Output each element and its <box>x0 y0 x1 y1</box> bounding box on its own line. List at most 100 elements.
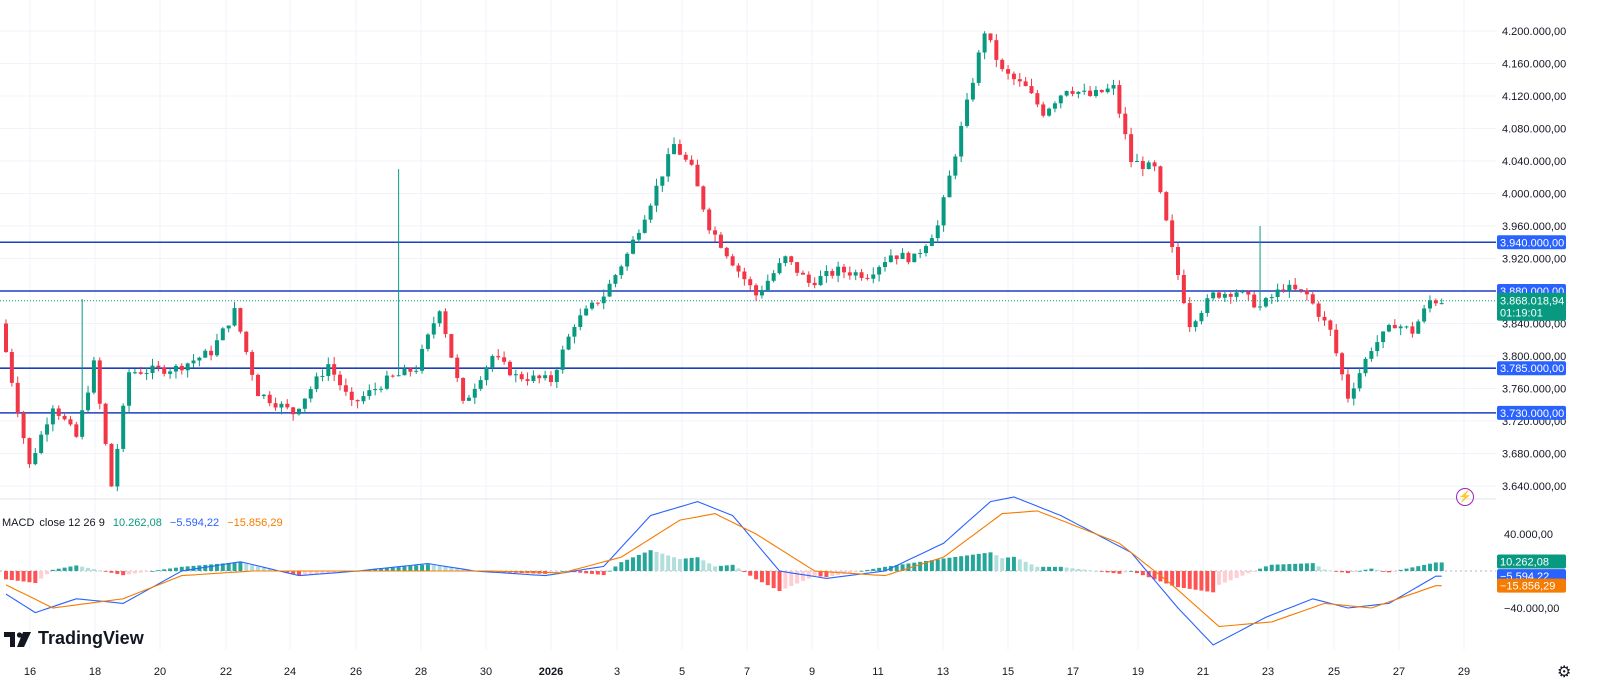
candle-body <box>168 371 173 374</box>
candle-body <box>402 368 407 376</box>
candle-body <box>314 376 319 390</box>
macd-histogram-bar <box>660 553 665 571</box>
macd-histogram-bar <box>1263 566 1268 571</box>
candle-body <box>185 363 190 371</box>
macd-histogram-bar <box>924 561 929 571</box>
candle-body <box>507 361 512 376</box>
macd-tick-label: −40.000,00 <box>1504 603 1559 615</box>
candle-body <box>127 372 132 406</box>
candle-body <box>1181 275 1186 304</box>
macd-histogram-bar <box>1222 571 1227 583</box>
macd-histogram-bar <box>320 571 325 574</box>
price-tick-label: 3.840.000,00 <box>1502 319 1566 331</box>
macd-legend[interactable]: MACD close 12 26 9 10.262,08 −5.594,22 −1… <box>2 517 288 529</box>
candle-body <box>566 336 571 350</box>
candle-body <box>255 374 260 397</box>
candle-body <box>1123 113 1128 135</box>
settings-gear-icon[interactable]: ⚙ <box>1557 664 1572 681</box>
candle-body <box>607 283 612 297</box>
macd-histogram-bar <box>584 571 589 574</box>
candle-body <box>754 285 759 296</box>
time-axis-label: 18 <box>89 666 101 678</box>
candle-body <box>619 266 624 276</box>
macd-histogram-bar <box>50 569 55 571</box>
price-level-label: 3.785.000,00 <box>1500 363 1564 375</box>
candle-body <box>1392 324 1397 329</box>
candle-body <box>689 159 694 165</box>
candle-body <box>1064 91 1069 96</box>
macd-histogram-bar <box>103 571 108 572</box>
time-axis[interactable]: 16 18 20 22 24 26 28 30 2026 3 5 7 9 11 13 15 17 19 21 23 25… <box>24 666 1470 678</box>
macd-histogram-bar <box>1398 569 1403 571</box>
candle-body <box>841 266 846 273</box>
macd-histogram-bar <box>1047 566 1052 571</box>
macd-histogram-bar <box>683 558 688 571</box>
horizontal-levels[interactable]: 3.940.000,003.880.000,003.785.000,003.73… <box>0 235 1566 420</box>
price-tick-label: 3.760.000,00 <box>1502 384 1566 396</box>
candle-body <box>1187 303 1192 328</box>
macd-histogram-bar <box>150 571 155 572</box>
candle-body <box>1117 85 1122 114</box>
macd-histogram-bar <box>1111 571 1116 574</box>
candle-body <box>1381 331 1386 343</box>
candle-body <box>1422 308 1427 322</box>
candle-body <box>590 302 594 309</box>
candle-body <box>888 255 893 263</box>
macd-histogram-bar <box>214 563 219 571</box>
candle-body <box>1439 303 1444 305</box>
candle-body <box>560 349 565 370</box>
time-axis-label: 26 <box>350 666 362 678</box>
candle-body <box>672 144 677 155</box>
candle-body <box>631 239 636 254</box>
macd-histogram-bar <box>1070 568 1075 571</box>
price-axis: 4.200.000,00 4.160.000,00 4.120.000,00 4.08… <box>1502 26 1566 493</box>
price-tick-label: 3.960.000,00 <box>1502 221 1566 233</box>
macd-histogram-bar <box>209 564 214 571</box>
macd-histogram-bar <box>91 569 96 571</box>
candle-body <box>965 99 970 126</box>
countdown-label: 01:19:01 <box>1500 308 1543 320</box>
candle-body <box>4 323 8 353</box>
candle-body <box>836 266 841 276</box>
price-level-label: 3.940.000,00 <box>1500 237 1564 249</box>
candle-body <box>1193 321 1198 328</box>
lightning-icon[interactable]: ⚡ <box>1456 488 1474 506</box>
price-level-badge <box>1497 361 1566 376</box>
macd-histogram-bar <box>730 564 735 571</box>
time-axis-label: 21 <box>1197 666 1209 678</box>
candle-body <box>132 372 137 374</box>
time-axis-label: 11 <box>872 666 883 678</box>
candle-body <box>1082 90 1087 92</box>
candle-body <box>1222 294 1227 298</box>
macd-histogram-bar <box>677 559 682 571</box>
macd-histogram-bar <box>367 569 372 571</box>
tradingview-logo[interactable]: TradingView <box>4 628 144 649</box>
candle-body <box>244 331 249 353</box>
macd-histogram-bar <box>1035 566 1040 571</box>
time-axis-label: 29 <box>1458 666 1470 678</box>
candle-body <box>1263 298 1268 307</box>
candle-body <box>103 403 108 444</box>
macd-histogram-bar <box>39 571 44 579</box>
macd-histogram-bar <box>1322 569 1327 571</box>
time-axis-label: 17 <box>1067 666 1079 678</box>
time-axis-label: 27 <box>1393 666 1405 678</box>
macd-histogram-bar <box>1258 568 1263 571</box>
time-axis-label: 24 <box>284 666 296 678</box>
macd-histogram-bar <box>1217 571 1222 585</box>
macd-histogram-bar <box>742 571 747 573</box>
time-axis-label: 28 <box>415 666 427 678</box>
candle-body <box>1299 289 1304 291</box>
time-axis-label: 7 <box>744 666 750 678</box>
candle-body <box>912 253 917 263</box>
candle-body <box>695 164 700 187</box>
macd-histogram-bar <box>560 571 565 572</box>
candle-body <box>818 276 823 286</box>
candle-body <box>625 253 630 267</box>
macd-histogram-bar <box>121 571 126 576</box>
candle-body <box>273 403 278 408</box>
candle-body <box>947 175 952 198</box>
candle-body <box>994 40 999 60</box>
macd-histogram-bar <box>314 571 319 574</box>
